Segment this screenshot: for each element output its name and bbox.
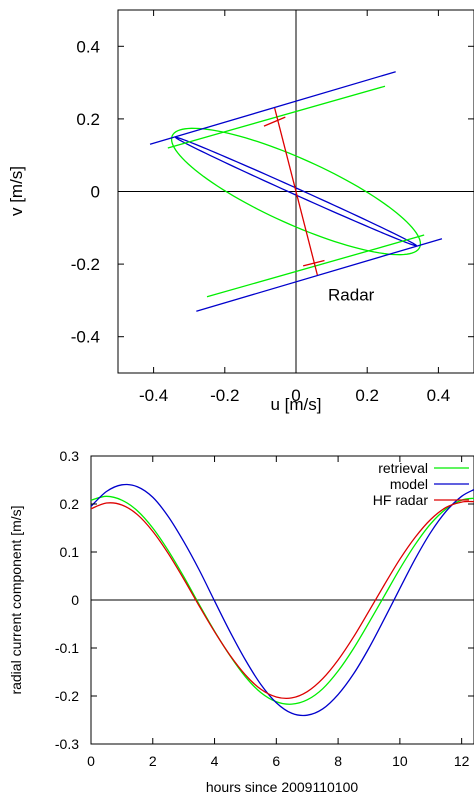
uv-plot: -0.4 -0.2 0 0.2 0.4 0.4 0.2 0 -0.2 -0.4 Radar u [… (7, 9, 474, 414)
uv-segment-6 (302, 259, 325, 267)
timeseries-x-axis-label: hours since 2009110100 (206, 779, 359, 795)
timeseries-y-tick-label: -0.2 (55, 688, 79, 704)
uv-y-tick-label: -0.4 (71, 328, 100, 347)
uv-y-tick-label: -0.2 (71, 255, 100, 274)
uv-x-tick-label: 0.4 (427, 386, 451, 405)
timeseries-x-tick-label: 6 (272, 753, 280, 769)
uv-segment-5 (263, 116, 286, 127)
uv-x-tick-label: 0 (291, 386, 300, 405)
uv-plot-ticks: -0.4 -0.2 0 0.2 0.4 0.4 0.2 0 -0.2 -0.4 (71, 10, 474, 405)
series-line-model (90, 483, 474, 717)
uv-x-tick-label: -0.4 (139, 386, 168, 405)
timeseries-x-tick-label: 0 (87, 753, 95, 769)
legend-label: retrieval (378, 460, 428, 476)
uv-segment-2 (149, 71, 396, 145)
uv-plot-data (118, 10, 474, 373)
timeseries-plot: 0 2 4 6 8 10 12 0.3 0.2 0.1 0 -0.1 -0.2 -0.3 retrieva… (8, 448, 474, 795)
timeseries-x-tick-label: 12 (454, 753, 470, 769)
uv-segment-4 (274, 107, 318, 276)
timeseries-x-tick-label: 10 (392, 753, 408, 769)
timeseries-y-tick-label: 0.1 (60, 544, 80, 560)
timeseries-x-tick-label: 8 (334, 753, 342, 769)
timeseries-x-tick-label: 4 (211, 753, 219, 769)
timeseries-y-tick-label: 0.2 (60, 496, 80, 512)
uv-y-tick-label: 0.2 (76, 110, 100, 129)
timeseries-y-tick-label: 0.3 (60, 448, 80, 464)
series-line-retrieval (90, 495, 474, 705)
timeseries-x-tick-label: 2 (149, 753, 157, 769)
legend-label: HF radar (373, 492, 429, 508)
timeseries-y-tick-label: 0 (71, 592, 79, 608)
series-line-hf-radar (90, 500, 474, 700)
uv-plot-x-axis-label: u [m/s] (270, 395, 321, 414)
timeseries-plot-ticks: 0 2 4 6 8 10 12 0.3 0.2 0.1 0 -0.1 -0.2 -0.3 (55, 448, 474, 769)
uv-segment-3 (196, 238, 443, 312)
uv-y-tick-label: 0.4 (76, 37, 100, 56)
uv-x-tick-label: -0.2 (210, 386, 239, 405)
timeseries-y-tick-label: -0.1 (55, 640, 79, 656)
timeseries-y-axis-label: radial current component [m/s] (8, 505, 24, 694)
uv-y-tick-label: 0 (91, 183, 100, 202)
timeseries-y-tick-label: -0.3 (55, 736, 79, 752)
uv-x-tick-label: 0.2 (355, 386, 379, 405)
timeseries-plot-data (90, 483, 474, 717)
uv-ellipse-0 (170, 127, 422, 256)
uv-plot-y-axis-label: v [m/s] (7, 166, 26, 216)
legend-label: model (390, 476, 428, 492)
uv-plot-annotation: Radar (328, 285, 375, 304)
